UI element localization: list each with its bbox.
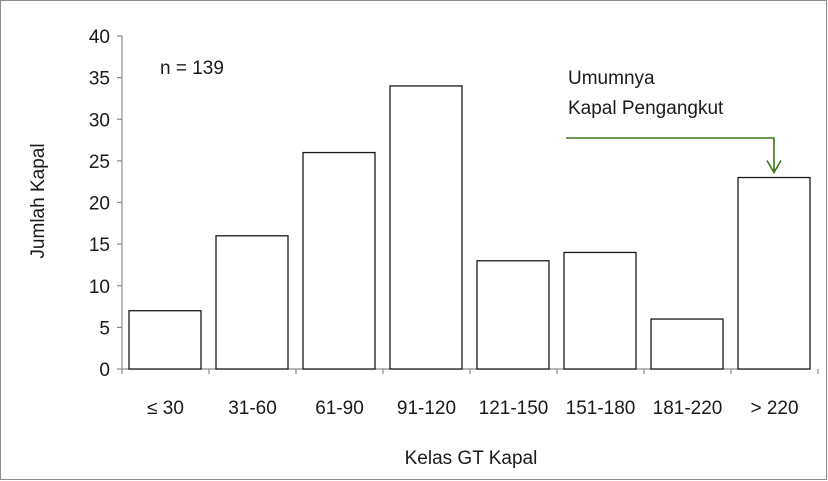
y-tick-label: 30 (89, 110, 110, 131)
bar (563, 251, 637, 370)
bar (476, 260, 550, 370)
x-tick-label: 61-90 (315, 398, 364, 419)
x-tick-label: > 220 (750, 398, 798, 419)
bar (737, 176, 811, 370)
sample-size-label: n = 139 (160, 58, 224, 79)
bar (215, 235, 289, 370)
x-tick-label: 121-150 (479, 398, 549, 419)
callout-line-1: Umumnya (568, 68, 655, 89)
y-tick-label: 20 (89, 194, 110, 215)
bar (389, 85, 463, 370)
x-tick-labels: ≤ 30 31-60 61-90 91-120 121-150 151-180 181-22… (147, 398, 798, 419)
callout-line-2: Kapal Pengangkut (568, 98, 724, 119)
x-tick-label: 31-60 (228, 398, 277, 419)
x-tick-label: ≤ 30 (147, 398, 184, 419)
y-tick-label: 10 (89, 277, 110, 298)
y-tick-label: 15 (89, 235, 110, 256)
bars-group (128, 85, 811, 370)
y-tick-label: 25 (89, 152, 110, 173)
bar (302, 151, 376, 370)
x-tick-label: 181-220 (653, 398, 723, 419)
x-tick-label: 91-120 (397, 398, 456, 419)
bar (650, 318, 724, 370)
bar (128, 310, 202, 370)
y-axis-title: Jumlah Kapal (28, 143, 49, 258)
y-tick-label: 35 (89, 69, 110, 90)
x-axis-title: Kelas GT Kapal (405, 448, 538, 469)
y-tick-label: 40 (89, 27, 110, 48)
x-tick-label: 151-180 (566, 398, 636, 419)
y-tick-label: 0 (99, 360, 110, 381)
y-tick-label: 5 (99, 318, 110, 339)
callout-arrow (566, 137, 782, 175)
